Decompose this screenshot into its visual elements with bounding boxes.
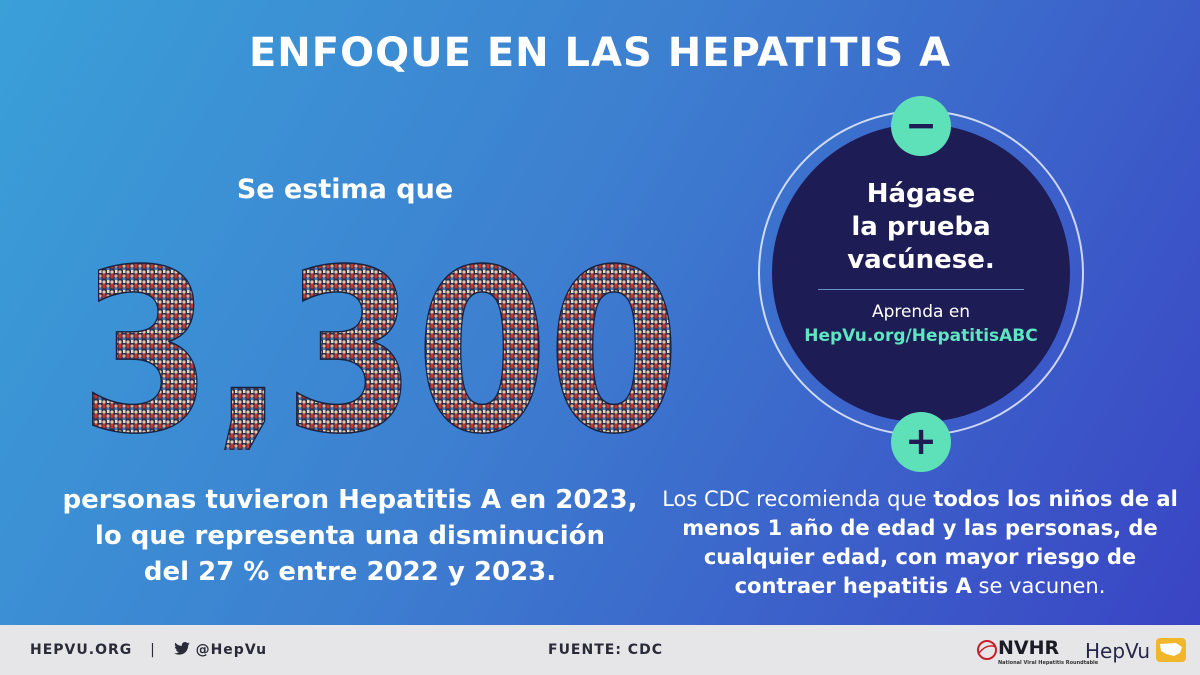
recommendation-bold: todos los niños de al menos 1 año de eda…: [682, 487, 1178, 598]
description-line: personas tuvieron Hepatitis A en 2023,: [62, 485, 638, 515]
nvhr-wordmark: NVHR: [998, 637, 1060, 659]
minus-icon: −: [891, 96, 951, 156]
twitter-bird-icon: [173, 642, 190, 655]
infographic: ENFOQUE EN LAS HEPATITIS A Se estima que…: [0, 0, 1200, 625]
nvhr-logo-icon: [977, 640, 997, 660]
big-number-graphic: 3,300: [79, 230, 681, 450]
hepvu-wordmark: HepVu: [1085, 639, 1151, 663]
big-number: 3,300: [80, 230, 680, 450]
page-title: ENFOQUE EN LAS HEPATITIS A: [248, 30, 952, 76]
footer-social: HEPVU.ORG | @HepVu: [30, 642, 267, 658]
footer-bar: HEPVU.ORG | @HepVu FUENTE: CDC NVHR Nati…: [0, 625, 1200, 675]
callout-heading-line: vacúnese.: [847, 245, 995, 275]
recommendation-prefix: Los CDC recomienda que: [662, 487, 934, 511]
site-link[interactable]: HEPVU.ORG: [30, 642, 133, 658]
hepvu-usa-map-icon: [1156, 638, 1187, 662]
callout-divider: [818, 289, 1024, 290]
callout-circle: [772, 124, 1070, 422]
callout-learn-text: Aprenda en: [871, 302, 971, 322]
callout-content: Hágase la prueba vacúnese. Aprenda en He…: [772, 178, 1070, 348]
nvhr-subtitle: National Viral Hepatitis Roundtable: [998, 660, 1099, 666]
description-line: lo que representa una disminución: [94, 521, 606, 551]
twitter-handle-link[interactable]: @HepVu: [195, 642, 268, 658]
callout-heading-line: Hágase: [866, 179, 976, 209]
callout-url-link[interactable]: HepVu.org/HepatitisABC: [804, 326, 1038, 346]
footer-separator: |: [150, 642, 156, 658]
recommendation-suffix: se vacunen.: [971, 574, 1106, 598]
description-line: del 27 % entre 2022 y 2023.: [143, 557, 557, 587]
plus-icon: +: [891, 412, 951, 472]
hepvu-logo: HepVu: [1085, 638, 1187, 663]
recommendation-text: Los CDC recomienda que todos los niños d…: [660, 485, 1180, 601]
description: personas tuvieron Hepatitis A en 2023, l…: [40, 482, 660, 590]
nvhr-logo: NVHR National Viral Hepatitis Roundtable: [976, 637, 1098, 667]
callout-heading-line: la prueba: [851, 212, 991, 242]
source-text: FUENTE: CDC: [548, 642, 663, 658]
lead-text: Se estima que: [236, 174, 454, 205]
